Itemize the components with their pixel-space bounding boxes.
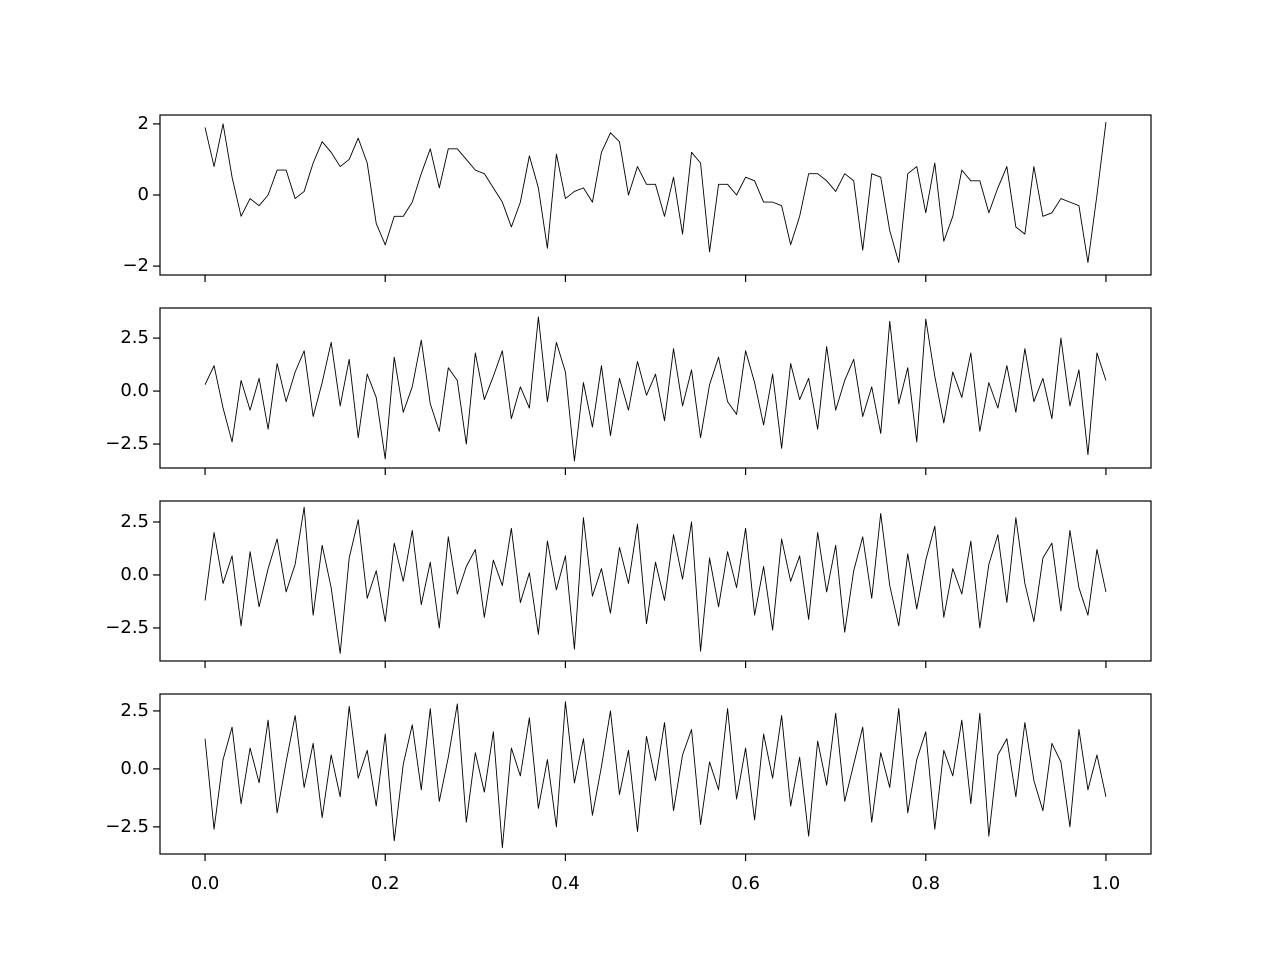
- x-tick-label: 0.6: [731, 873, 760, 894]
- x-tick-label: 0.8: [911, 873, 940, 894]
- y-tick-label: 2.5: [120, 511, 149, 532]
- x-tick-label: 0.4: [551, 873, 580, 894]
- y-tick-label: 2.5: [120, 327, 149, 348]
- y-tick-label: 0.0: [120, 564, 149, 585]
- axes-frame: [159, 307, 1152, 469]
- y-tick-label: −2.5: [105, 617, 149, 638]
- axes-frame: [159, 500, 1152, 662]
- axes-frame: [159, 693, 1152, 855]
- y-tick-label: 0.0: [120, 758, 149, 779]
- axes-frame: [159, 114, 1152, 276]
- y-tick-label: −2.5: [105, 433, 149, 454]
- signal-line: [204, 316, 1107, 462]
- y-tick-label: 0.0: [120, 380, 149, 401]
- signal-line: [204, 506, 1107, 654]
- y-tick-label: −2: [122, 255, 149, 276]
- y-tick-label: −2.5: [105, 816, 149, 837]
- x-tick-label: 1.0: [1092, 873, 1121, 894]
- x-tick-label: 0.2: [371, 873, 400, 894]
- y-tick-label: 2: [138, 113, 149, 134]
- x-tick-label: 0.0: [191, 873, 220, 894]
- signal-line: [204, 122, 1107, 264]
- y-tick-label: 0: [138, 184, 149, 205]
- signal-line: [204, 701, 1107, 849]
- y-tick-label: 2.5: [120, 700, 149, 721]
